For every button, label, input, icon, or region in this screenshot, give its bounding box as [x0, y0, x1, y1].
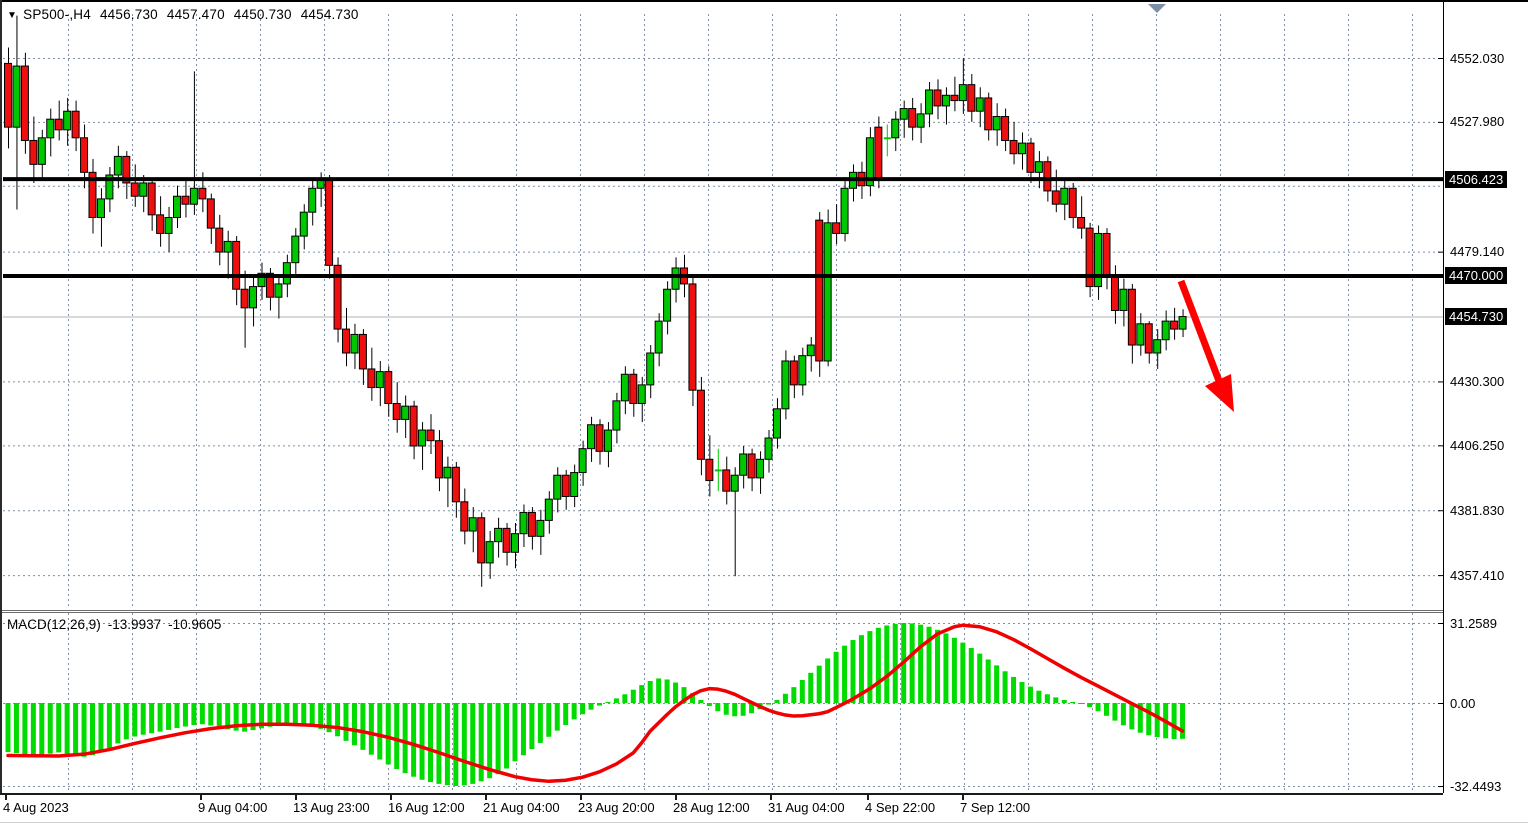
right-shift-marker-icon[interactable]: [1148, 4, 1166, 13]
time-axis-tick: [867, 795, 869, 800]
open-value: 4456.730: [99, 7, 158, 22]
time-axis-label: 31 Aug 04:00: [768, 800, 845, 815]
price-axis-label: 4552.030: [1450, 50, 1505, 66]
chart-plot-area[interactable]: [0, 0, 1443, 793]
time-axis-label: 16 Aug 12:00: [388, 800, 465, 815]
price-axis[interactable]: 4552.030 4527.980 4506.423 4479.140 4470.000…: [1443, 0, 1528, 794]
symbol-dropdown-icon[interactable]: ▼: [7, 10, 18, 21]
time-axis-tick: [5, 795, 7, 800]
window-left-border: [0, 0, 2, 793]
price-axis-badge: 4506.423: [1445, 170, 1508, 188]
chart-header: ▼ SP500-,H4 4456.730 4457.470 4450.730 4454.7…: [7, 7, 359, 22]
close-value: 4454.730: [300, 7, 359, 22]
time-axis-label: 28 Aug 12:00: [673, 800, 750, 815]
time-axis-tick: [580, 795, 582, 800]
price-axis-label: 4406.250: [1450, 437, 1505, 453]
macd-axis-label: -32.4493: [1450, 778, 1502, 794]
time-axis-tick: [962, 795, 964, 800]
time-axis-tick: [390, 795, 392, 800]
down-trend-arrow[interactable]: [1177, 279, 1234, 412]
macd-axis-label: 31.2589: [1450, 615, 1497, 631]
annotations-layer[interactable]: [1148, 4, 1234, 412]
price-axis-badge: 4454.730: [1445, 308, 1508, 326]
macd-signal-line: [6, 623, 1185, 784]
time-axis-tick: [770, 795, 772, 800]
macd-axis-label: 0.00: [1450, 695, 1476, 711]
pane-borders: [0, 610, 1443, 613]
low-value: 4450.730: [233, 7, 292, 22]
candlestick-series[interactable]: [4, 15, 1187, 587]
window-top-border: [0, 0, 1528, 2]
time-axis-label: 13 Aug 23:00: [293, 800, 370, 815]
time-axis[interactable]: 4 Aug 2023 9 Aug 04:00 13 Aug 23:00 16 Aug …: [0, 793, 1443, 825]
high-value: 4457.470: [166, 7, 225, 22]
time-axis-tick: [485, 795, 487, 800]
macd-histogram-series: [5, 623, 1186, 787]
horizontal-level-lines[interactable]: [3, 177, 1443, 278]
macd-signal-value: -10.9605: [168, 617, 222, 632]
time-axis-tick: [200, 795, 202, 800]
time-axis-label: 7 Sep 12:00: [960, 800, 1031, 815]
time-axis-label: 4 Aug 2023: [3, 800, 69, 815]
axis-ticks: [1438, 58, 1443, 788]
time-axis-tick: [675, 795, 677, 800]
price-axis-label: 4527.980: [1450, 114, 1505, 130]
time-axis-label: 23 Aug 20:00: [578, 800, 655, 815]
price-axis-label: 4381.830: [1450, 502, 1505, 518]
price-axis-label: 4430.300: [1450, 373, 1505, 389]
gridlines: [3, 14, 1443, 792]
macd-name: MACD(12,26,9): [7, 617, 101, 632]
macd-indicator-label: MACD(12,26,9) -13.9937 -10.9605: [7, 617, 221, 632]
window-bottom-border: [0, 822, 1528, 823]
price-axis-label: 4357.410: [1450, 567, 1505, 583]
price-axis-badge: 4470.000: [1445, 267, 1508, 285]
time-axis-label: 21 Aug 04:00: [483, 800, 560, 815]
time-axis-label: 4 Sep 22:00: [865, 800, 936, 815]
symbol-period-label: SP500-,H4: [23, 7, 91, 22]
macd-main-value: -13.9937: [107, 617, 162, 632]
time-axis-tick: [295, 795, 297, 800]
time-axis-label: 9 Aug 04:00: [198, 800, 268, 815]
price-axis-label: 4479.140: [1450, 244, 1505, 260]
